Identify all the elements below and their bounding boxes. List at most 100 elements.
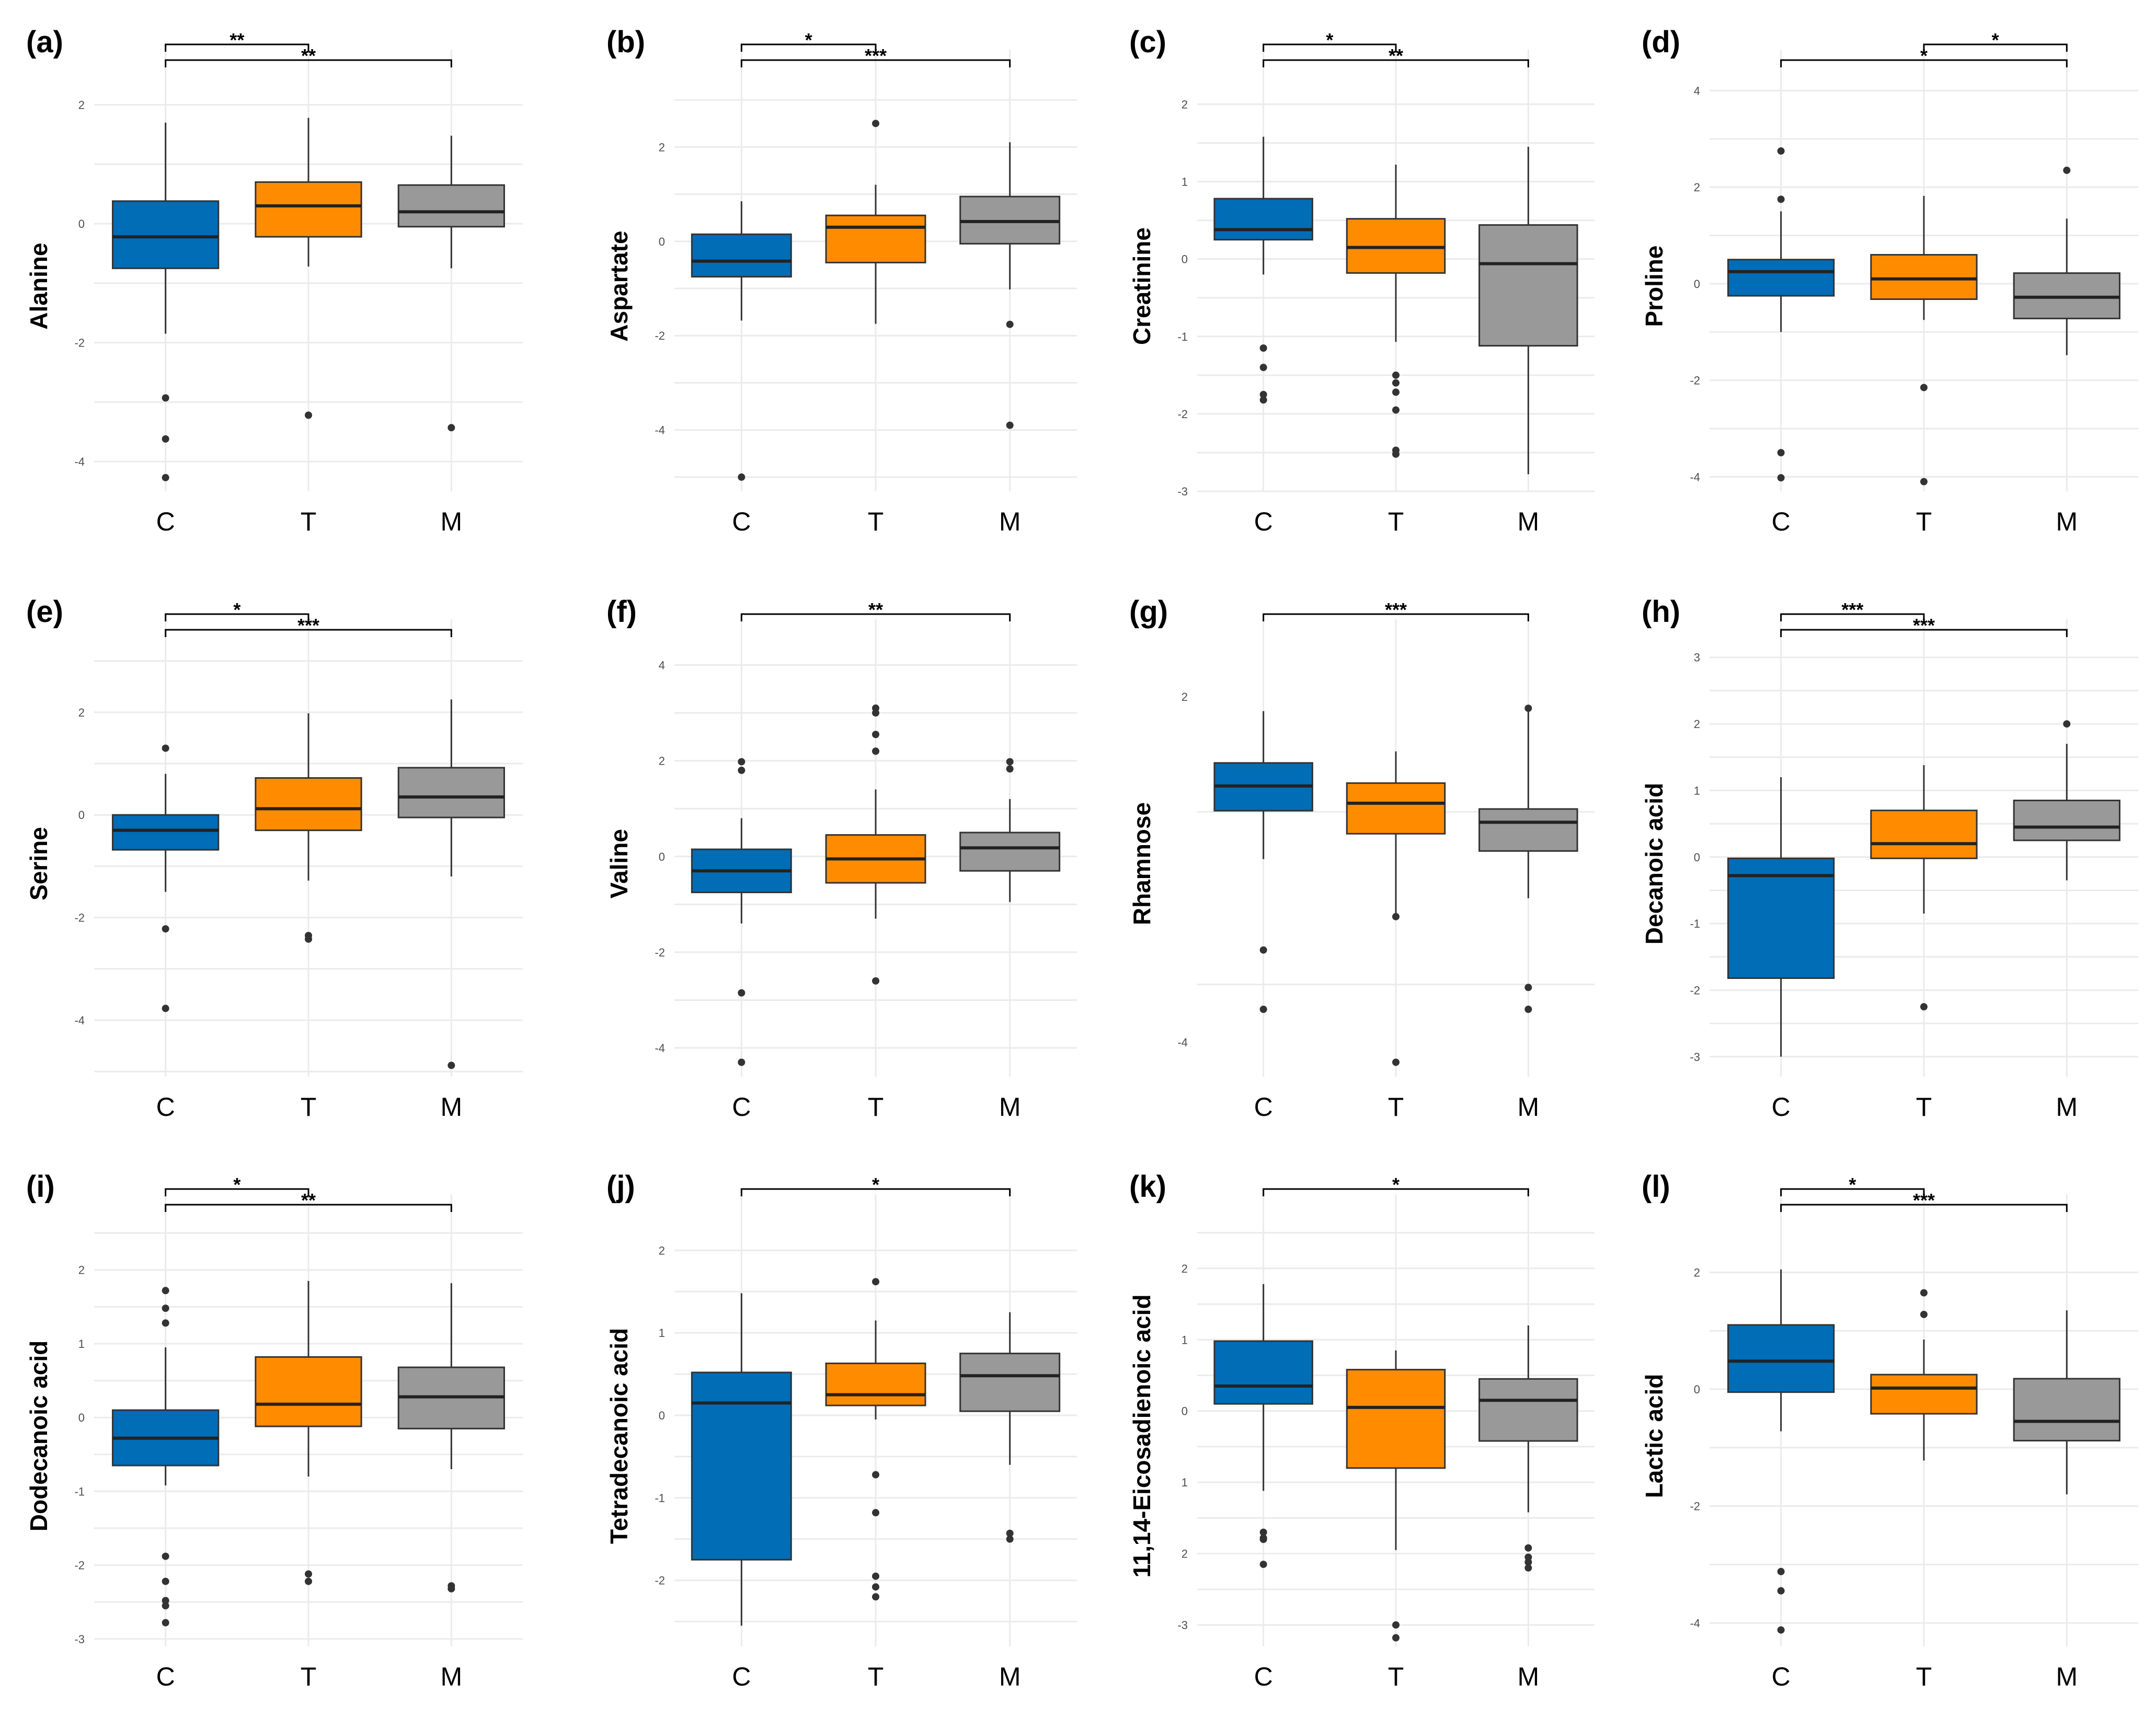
box-T [255,1280,362,1585]
panel-j: (j) 2 1 0 -1 -2 Tetradecanoic acid C T M * [605,1170,1077,1691]
y-tick-label: -2 [655,329,665,342]
bracket-line [740,43,877,52]
significance-label: * [233,1174,240,1195]
y-tick-label: 0 [659,235,665,248]
box-iqr [825,214,926,263]
panel-h: (h) 3 2 1 0 -1 -2 -3 Decanoic acid C T M *** *** [1641,595,2138,1122]
x-tick-label: C [1772,1662,1791,1691]
y-tick-label: 0 [1182,1405,1188,1418]
outlier-point [872,120,879,128]
box-iqr [1870,253,1978,300]
x-tick-label: T [1916,1092,1932,1122]
outlier-point [1259,396,1267,404]
x-tick-label: C [732,1092,751,1122]
outlier-point [162,1552,169,1560]
outlier-point [1259,344,1267,352]
x-tick-label: T [301,1662,317,1691]
y-tick-label: 1 [1182,176,1188,189]
outlier-point [1006,1535,1014,1543]
box-C [1727,777,1835,1057]
box-M [959,1312,1061,1543]
box-M [1478,146,1578,475]
x-tick-label: C [1254,1662,1273,1691]
panel-a: (a) 2 0 -2 -4 Alanine C T M ** ** [25,25,523,536]
box-M [397,1283,505,1592]
box-iqr [1870,1374,1978,1415]
outlier-point [1259,1006,1267,1013]
y-tick-label: 2 [78,1264,85,1277]
outlier-point [738,1058,746,1066]
x-tick-label: C [1772,1092,1791,1122]
y-axis-label: Aspartate [605,230,633,341]
box-C [1727,1269,1835,1634]
y-tick-label: 2 [78,99,85,112]
outlier-point [1524,1006,1532,1013]
y-tick-label: -3 [74,1633,85,1646]
y-tick-label: 2 [659,141,665,154]
significance-label: * [1849,1174,1856,1195]
panel-label: (a) [26,25,63,59]
x-tick-label: C [156,1092,175,1122]
x-tick-label: T [868,507,884,536]
y-tick-label: 1 [78,1337,85,1351]
box-M [397,699,505,1069]
y-axis-label: Dodecanoic acid [25,1341,52,1532]
box-T [825,120,926,324]
significance-bracket: * [165,599,309,621]
y-tick-label: -2 [74,337,85,350]
significance-label: * [872,1174,879,1195]
outlier-point [738,766,746,774]
y-axis-label: Rhamnose [1128,802,1155,925]
outlier-point [1920,478,1928,486]
y-tick-label: -1 [1177,330,1188,343]
y-tick-label: 0 [1694,1383,1700,1396]
y-tick-label: 1 [659,1326,665,1340]
box-T [825,704,926,985]
significance-label: *** [1913,615,1935,636]
x-tick-label: T [1388,1092,1404,1122]
box-iqr [825,1363,926,1406]
x-tick-label: T [868,1092,884,1122]
outlier-point [1920,1310,1928,1318]
y-tick-label: -4 [1177,1036,1188,1049]
y-axis-label: Tetradecanoic acid [605,1328,633,1544]
y-tick-label: 2 [1694,718,1700,731]
box-M [2013,1310,2120,1495]
panel-label: (l) [1642,1170,1670,1204]
outlier-point [2063,166,2071,174]
y-tick-label: -2 [655,946,665,959]
significance-label: * [1920,45,1928,66]
y-tick-label: -4 [74,455,85,468]
box-M [2013,720,2120,881]
y-tick-label: 2 [659,1244,665,1257]
outlier-point [1920,1003,1928,1011]
outlier-point [872,731,879,738]
outlier-point [872,1278,879,1286]
y-tick-label: -4 [1690,470,1700,483]
bracket-line [1263,1188,1529,1196]
outlier-point [1524,1564,1532,1572]
box-T [1870,1289,1978,1461]
box-iqr [1870,810,1978,859]
box-iqr [1478,808,1578,852]
outlier-point [162,1577,169,1585]
significance-bracket: *** [1780,1190,2068,1212]
y-tick-label: -4 [74,1014,85,1027]
box-C [1213,136,1313,404]
y-tick-label: 0 [78,217,85,230]
box-T [825,1278,926,1601]
box-T [1346,164,1446,458]
outlier-point [1524,1559,1532,1566]
box-C [112,1287,220,1626]
bracket-line [165,613,309,621]
x-tick-label: T [301,1092,317,1122]
outlier-point [1777,1626,1785,1634]
outlier-point [162,925,169,933]
box-iqr [1478,224,1578,347]
outlier-point [872,1509,879,1517]
panel-d: (d) 4 2 0 -2 -4 Proline C T M * * [1641,25,2138,536]
significance-bracket: * [1780,1174,1925,1196]
outlier-point [1524,705,1532,712]
